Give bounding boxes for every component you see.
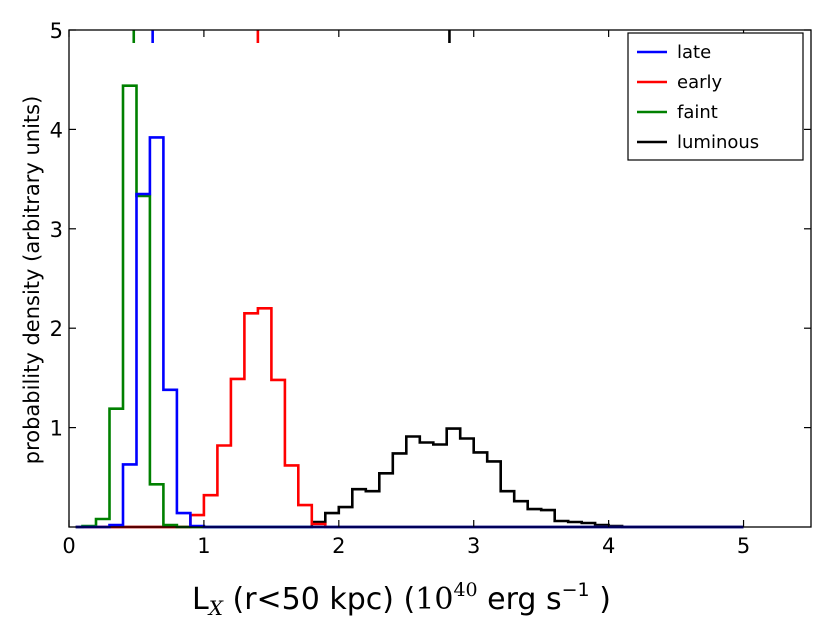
marker-layer bbox=[132, 30, 451, 43]
legend-label-early: early bbox=[677, 72, 723, 93]
y-tick-label: 1 bbox=[50, 417, 63, 441]
x-axis-label: LX (r<50 kpc) (1040 erg s−1 ) bbox=[192, 579, 611, 620]
series-luminous-histogram bbox=[75, 427, 744, 529]
x-label-unit: erg s bbox=[478, 582, 562, 617]
x-label-main: L bbox=[192, 582, 209, 617]
series-early-histogram bbox=[75, 307, 744, 529]
x-label-sub: X bbox=[207, 596, 224, 620]
y-tick-label: 2 bbox=[50, 317, 63, 341]
x-label-power-exp: 40 bbox=[453, 579, 477, 601]
x-label-unit-exp: −1 bbox=[562, 579, 590, 601]
series-layer bbox=[75, 84, 744, 529]
legend: late early faint luminous bbox=[627, 32, 804, 161]
x-tick-label: 1 bbox=[197, 534, 210, 558]
y-axis: 1 2 3 4 5 bbox=[50, 19, 811, 441]
series-late-histogram bbox=[75, 136, 744, 529]
x-tick-label: 4 bbox=[602, 534, 615, 558]
y-tick-label: 3 bbox=[50, 218, 63, 242]
y-tick-label: 5 bbox=[50, 19, 63, 43]
y-tick-label: 4 bbox=[50, 118, 63, 142]
legend-label-late: late bbox=[677, 42, 711, 63]
legend-label-luminous: luminous bbox=[677, 132, 759, 153]
plot-frame bbox=[68, 29, 812, 528]
legend-box bbox=[627, 32, 804, 161]
x-tick-label: 5 bbox=[737, 534, 750, 558]
x-tick-label: 0 bbox=[62, 534, 75, 558]
x-axis: 0 1 2 3 4 5 bbox=[62, 30, 750, 558]
legend-label-faint: faint bbox=[677, 102, 718, 123]
x-label-rest: (r<50 kpc) ( bbox=[223, 582, 415, 617]
y-axis-label: probability density (arbitrary units) bbox=[20, 96, 44, 465]
x-tick-label: 3 bbox=[467, 534, 480, 558]
x-label-close: ) bbox=[590, 582, 611, 617]
x-label-power-base: 10 bbox=[415, 582, 453, 617]
x-tick-label: 2 bbox=[332, 534, 345, 558]
